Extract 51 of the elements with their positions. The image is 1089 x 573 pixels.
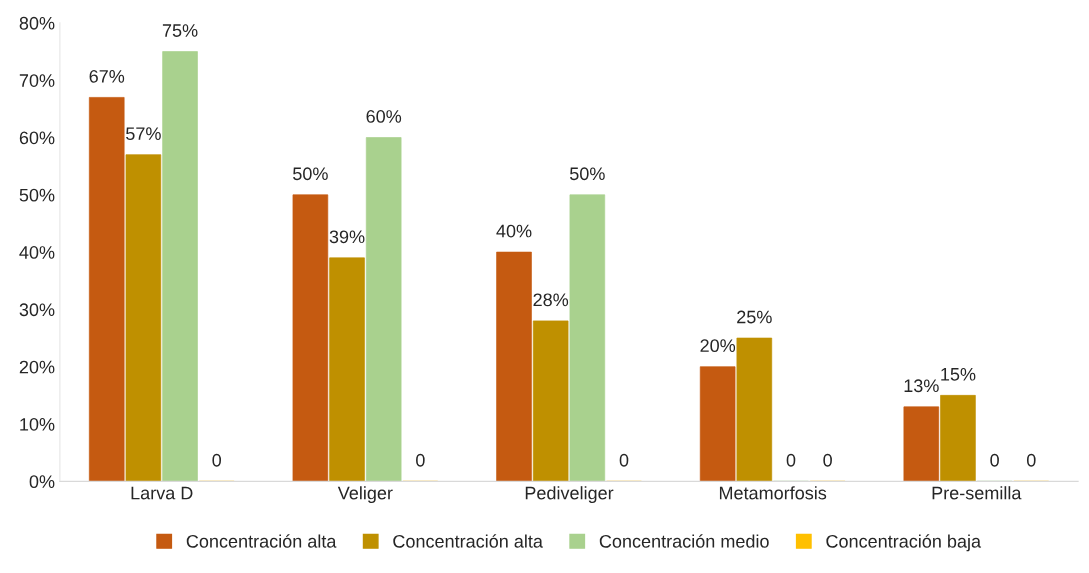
x-tick-label: Veliger [337, 486, 393, 504]
data-label: 40% [496, 224, 532, 238]
data-label: 28% [533, 293, 569, 307]
data-label: 0 [212, 453, 222, 467]
y-tick-label: 80% [19, 16, 55, 30]
data-label: 50% [569, 167, 605, 181]
bar [125, 154, 162, 482]
legend-label: Concentración baja [826, 534, 982, 552]
data-label: 39% [329, 230, 365, 244]
legend-label: Concentración alta [186, 534, 337, 548]
legend-label: Concentración medio [599, 534, 769, 548]
data-label: 20% [700, 339, 736, 353]
x-tick-label: Pre-semilla [932, 486, 1022, 500]
x-tick-label: Pediveliger [525, 486, 614, 504]
y-tick-label: 60% [19, 131, 55, 145]
bar [903, 406, 940, 482]
data-label: 0 [786, 453, 796, 467]
y-tick-label: 40% [19, 246, 55, 259]
y-tick-label: 20% [19, 360, 55, 374]
data-label: 57% [126, 127, 161, 141]
bar [699, 366, 736, 482]
bar [162, 51, 198, 482]
data-label: 60% [366, 110, 402, 123]
bar [88, 97, 125, 482]
data-label: 13% [904, 379, 939, 393]
data-label: 15% [941, 367, 976, 381]
data-label: 75% [162, 24, 198, 37]
data-label: 0 [823, 453, 832, 467]
legend-label: Concentración alta [393, 534, 543, 548]
data-label: 67% [89, 69, 125, 83]
bar [532, 320, 569, 482]
bar [569, 194, 606, 482]
y-tick-label: 70% [19, 74, 55, 87]
data-label: 0 [990, 453, 999, 467]
y-tick-label: 30% [19, 303, 55, 317]
data-label: 25% [737, 310, 772, 324]
data-label: 0 [1026, 453, 1036, 467]
bar [292, 194, 329, 482]
bar [940, 395, 976, 482]
x-tick-label: Larva D [131, 486, 193, 500]
bar [365, 137, 402, 482]
data-label: 0 [416, 453, 425, 467]
bar [496, 251, 532, 482]
y-tick-label: 50% [19, 188, 55, 202]
data-label: 50% [293, 167, 328, 181]
y-tick-label: 0% [29, 475, 55, 489]
bar [736, 337, 773, 482]
x-tick-label: Metamorfosis [719, 486, 827, 500]
bar [329, 257, 365, 482]
data-label: 0 [619, 453, 629, 467]
y-tick-label: 10% [20, 417, 55, 431]
